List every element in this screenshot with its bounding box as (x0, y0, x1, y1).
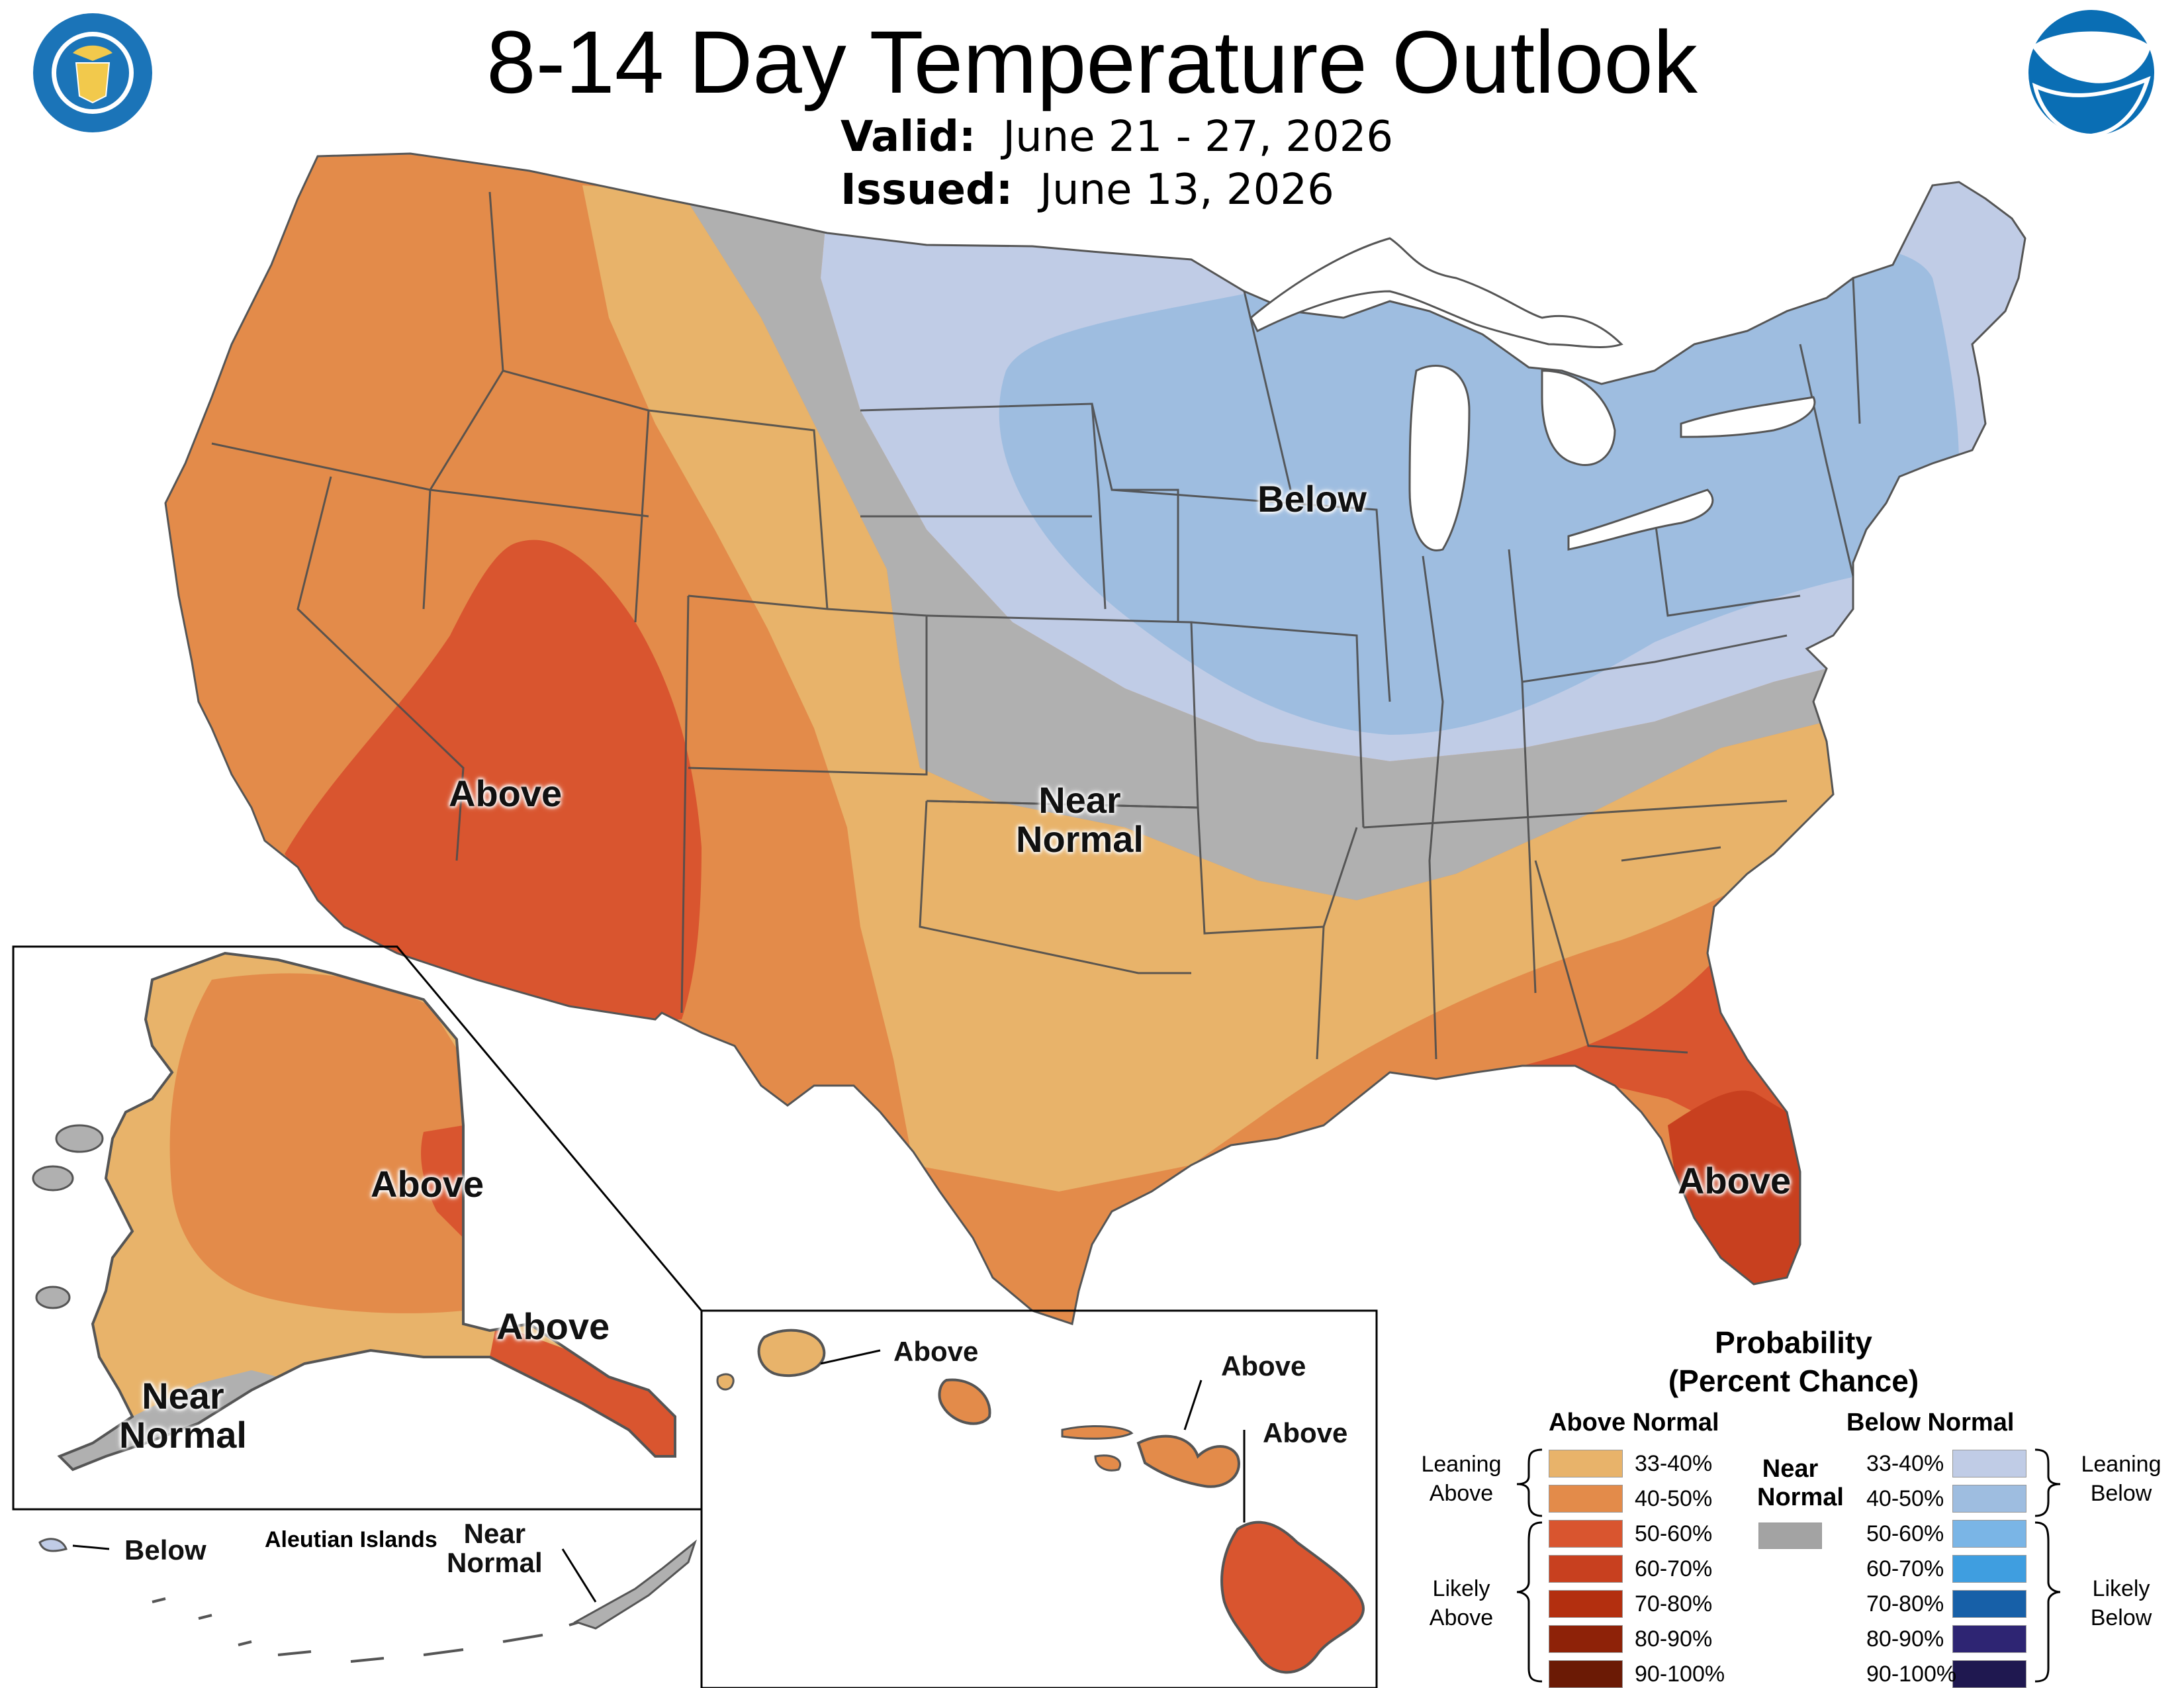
legend-near-line2: Normal (1757, 1483, 1844, 1511)
commerce-seal-logo (33, 13, 152, 132)
legend-above-row-swatch (1549, 1555, 1623, 1583)
valid-label: Valid: (841, 113, 976, 162)
legend-below-row-label: 50-60% (1866, 1521, 1944, 1546)
label-conus-below: Below (1257, 478, 1367, 520)
legend-near-swatch (1758, 1523, 1822, 1549)
label-aleutian-title: Aleutian Islands (265, 1527, 437, 1552)
page-title: 8-14 Day Temperature Outlook (486, 13, 1698, 112)
legend-near-line1: Near (1762, 1455, 1819, 1483)
label-aleutian-below: Below (124, 1534, 206, 1566)
legend-likely-above-2: Above (1429, 1605, 1494, 1631)
legend-likely-below-1: Likely (2092, 1576, 2150, 1601)
legend-leaning-below: Leaning Below (2068, 1450, 2174, 1508)
legend-above-row-swatch (1549, 1660, 1623, 1688)
legend-below-header: Below Normal (1846, 1409, 2015, 1436)
label-ak-near-line1: Near (142, 1375, 224, 1417)
issued-value: June 13, 2026 (1040, 165, 1334, 214)
legend-likely-below-2: Below (2090, 1605, 2152, 1631)
noaa-logo (2028, 10, 2154, 138)
label-conus-above-west: Above (449, 773, 563, 814)
label-hawaii-above-big-island: Above (1263, 1417, 1348, 1448)
label-ak-near-line2: Normal (119, 1413, 247, 1456)
label-near-line1: Near (1038, 779, 1121, 821)
legend-title-line2: (Percent Chance) (1668, 1363, 1919, 1398)
label-alaska-near-normal: Near Normal (119, 1375, 247, 1456)
legend-leaning-above-1: Leaning (1421, 1452, 1502, 1477)
issued-label: Issued: (841, 165, 1013, 214)
legend-leaning-above-2: Above (1429, 1481, 1494, 1507)
legend-below-row-label: 40-50% (1866, 1486, 1944, 1511)
label-hawaii-above-kauai: Above (893, 1336, 979, 1367)
valid-value: June 21 - 27, 2026 (1003, 113, 1394, 162)
legend-below-row-swatch (1952, 1450, 2026, 1477)
label-conus-near-normal: Near Normal (1016, 779, 1144, 860)
legend-below-row-label: 90-100% (1866, 1662, 1957, 1687)
legend-above-row-swatch (1549, 1590, 1623, 1618)
great-lakes (1250, 237, 1816, 551)
issued-line: Issued: June 13, 2026 (841, 165, 1334, 214)
label-hawaii-above-maui: Above (1221, 1350, 1306, 1382)
state-borders (211, 191, 1861, 1060)
legend-likely-above: Likely Above (1408, 1574, 1514, 1632)
legend-title: Probability (Percent Chance) (1582, 1324, 2005, 1400)
label-alaska-above-panhandle: Above (496, 1305, 610, 1347)
legend-above-row-swatch (1549, 1520, 1623, 1548)
legend-below-row-swatch (1952, 1520, 2026, 1548)
label-near-line2: Normal (1016, 818, 1144, 860)
legend-below-row-swatch (1952, 1625, 2026, 1653)
legend-below-row-swatch (1952, 1485, 2026, 1513)
legend-below-row-label: 60-70% (1866, 1556, 1944, 1581)
hawaii-inset (700, 1309, 1378, 1688)
label-aleutian-near-line1: Near (463, 1518, 526, 1549)
legend-above-header: Above Normal (1549, 1409, 1719, 1436)
legend-title-line1: Probability (1715, 1325, 1872, 1360)
legend-below-row-label: 80-90% (1866, 1626, 1944, 1652)
valid-line: Valid: June 21 - 27, 2026 (841, 113, 1393, 162)
legend-below-row-swatch (1952, 1590, 2026, 1618)
legend-above-row-label: 33-40% (1635, 1451, 1713, 1476)
label-conus-above-florida: Above (1678, 1160, 1792, 1201)
legend-near-header: Near Normal (1757, 1455, 1844, 1512)
legend-likely-below: Likely Below (2068, 1574, 2174, 1632)
legend-above-row-swatch (1549, 1450, 1623, 1477)
legend-below-row-label: 33-40% (1866, 1451, 1944, 1476)
label-aleutian-near-line2: Normal (447, 1547, 543, 1579)
legend-above-row-swatch (1549, 1625, 1623, 1653)
legend-above-row-label: 50-60% (1635, 1521, 1713, 1546)
legend-above-row-label: 70-80% (1635, 1591, 1713, 1617)
legend-leaning-below-1: Leaning (2081, 1452, 2161, 1477)
legend-above-row-swatch (1549, 1485, 1623, 1513)
legend-below-row-label: 70-80% (1866, 1591, 1944, 1617)
legend-below-row-swatch (1952, 1660, 2026, 1688)
legend-leaning-above: Leaning Above (1408, 1450, 1514, 1508)
legend-above-row-label: 80-90% (1635, 1626, 1713, 1652)
legend-above-row-label: 40-50% (1635, 1486, 1713, 1511)
legend-leaning-below-2: Below (2090, 1481, 2152, 1507)
legend-above-row-label: 60-70% (1635, 1556, 1713, 1581)
label-alaska-above: Above (371, 1163, 484, 1205)
label-aleutian-near: Near Normal (447, 1519, 543, 1577)
legend-above-row-label: 90-100% (1635, 1662, 1725, 1687)
legend-likely-above-1: Likely (1432, 1576, 1490, 1601)
legend-below-row-swatch (1952, 1555, 2026, 1583)
